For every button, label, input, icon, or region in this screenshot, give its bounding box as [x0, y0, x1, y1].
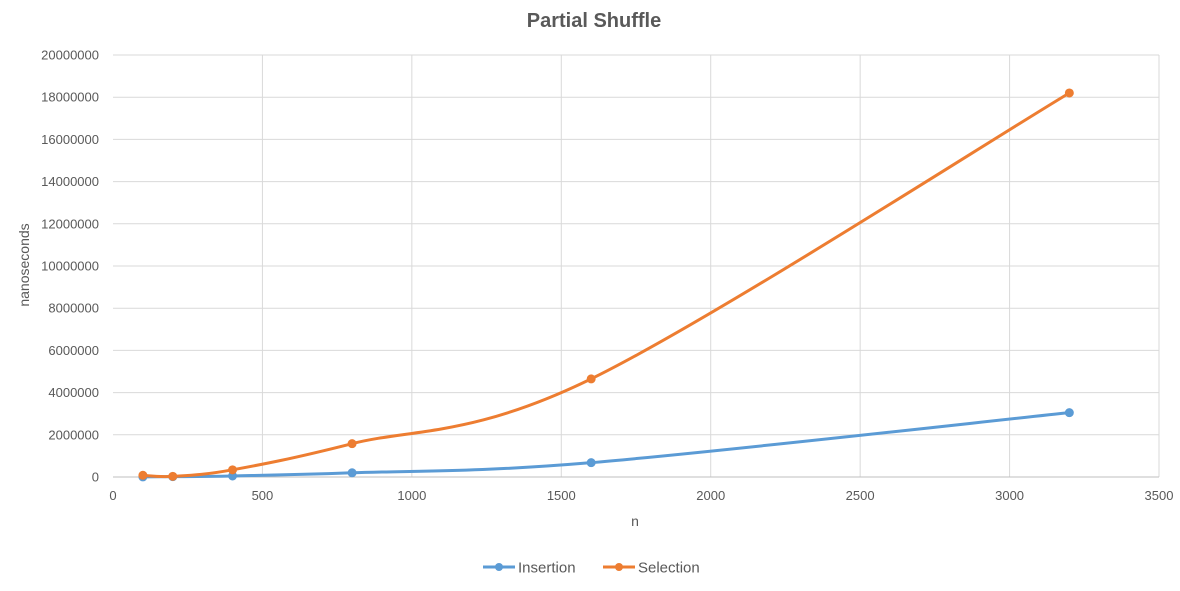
series-group	[138, 88, 1074, 482]
chart-title: Partial Shuffle	[527, 10, 661, 32]
x-tick-label: 1500	[547, 488, 576, 503]
data-point-selection	[228, 465, 238, 475]
series-insertion	[138, 408, 1074, 482]
legend-marker-selection	[615, 563, 623, 571]
x-tick-label: 1000	[397, 488, 426, 503]
data-point-selection	[586, 374, 596, 384]
x-tick-label: 2000	[696, 488, 725, 503]
data-point-selection	[347, 439, 357, 449]
x-tick-label: 3500	[1145, 488, 1174, 503]
legend: Insertion Selection	[483, 560, 700, 577]
legend-label-selection: Selection	[638, 560, 700, 577]
x-tick-label: 0	[109, 488, 116, 503]
x-tick-label: 3000	[995, 488, 1024, 503]
data-point-insertion	[586, 458, 596, 468]
y-tick-label: 16000000	[41, 132, 99, 147]
series-line-selection	[141, 91, 1071, 479]
y-tick-label: 2000000	[48, 427, 99, 442]
y-tick-label: 8000000	[48, 301, 99, 316]
legend-item-insertion: Insertion	[483, 560, 576, 577]
series-selection	[138, 88, 1074, 481]
legend-label-insertion: Insertion	[518, 560, 576, 577]
data-point-insertion	[347, 468, 357, 478]
y-tick-label: 6000000	[48, 343, 99, 358]
x-tick-label: 2500	[846, 488, 875, 503]
data-point-selection	[138, 470, 148, 480]
y-axis-label: nanoseconds	[16, 223, 32, 306]
tick-labels: 0 500 1000 1500 2000 2500 3000 3500 0 2000000 4000…	[41, 48, 1173, 504]
gridlines	[113, 54, 1160, 477]
x-tick-label: 500	[252, 488, 274, 503]
y-tick-label: 12000000	[41, 216, 99, 231]
data-point-selection	[1064, 88, 1074, 98]
y-tick-label: 18000000	[41, 90, 99, 105]
series-line-insertion	[141, 411, 1071, 479]
y-tick-label: 0	[92, 470, 99, 485]
data-point-insertion	[1064, 408, 1074, 418]
y-tick-label: 10000000	[41, 259, 99, 274]
y-tick-label: 14000000	[41, 174, 99, 189]
x-axis-label: n	[631, 513, 639, 529]
y-tick-label: 20000000	[41, 48, 99, 63]
legend-item-selection: Selection	[603, 560, 700, 577]
data-point-selection	[168, 471, 178, 481]
y-tick-label: 4000000	[48, 385, 99, 400]
legend-marker-insertion	[495, 563, 503, 571]
